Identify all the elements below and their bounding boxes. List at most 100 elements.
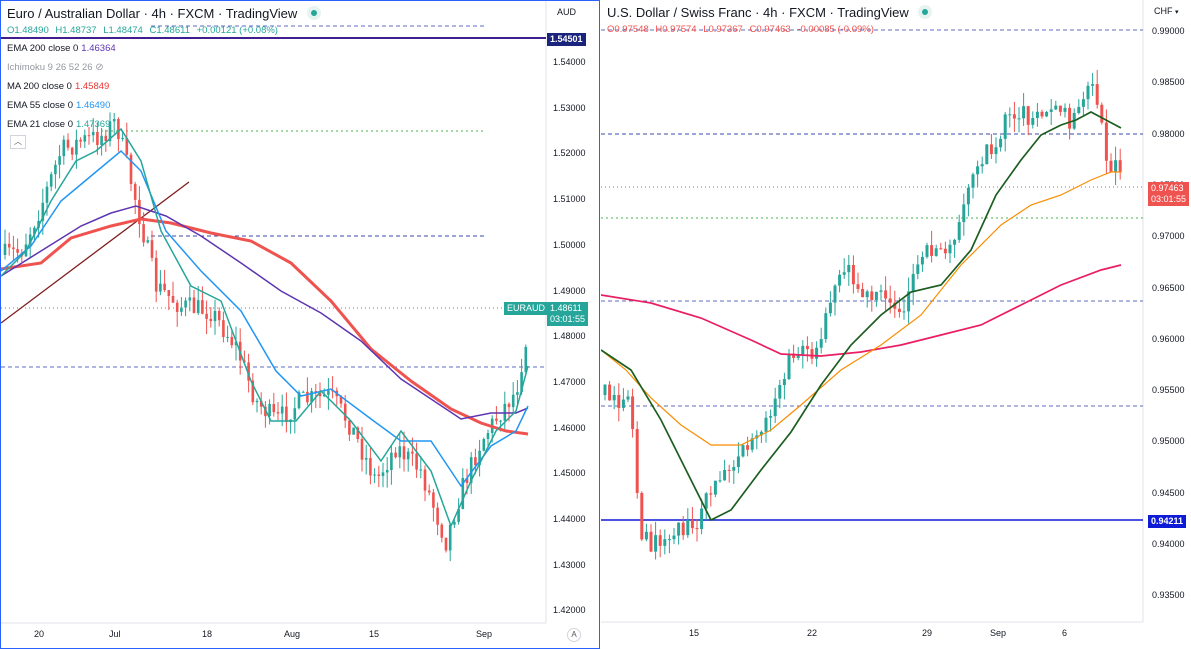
candle-body: [457, 509, 460, 522]
candle-body: [486, 433, 490, 439]
candle-body: [146, 240, 150, 243]
candle-body: [732, 466, 736, 471]
candle-body: [154, 257, 158, 292]
last-price: 0.97463: [1151, 183, 1184, 193]
candle-body: [999, 138, 1003, 148]
candle-body: [222, 320, 225, 338]
candle-body: [419, 469, 423, 471]
candle-body: [180, 307, 183, 312]
hidden-eye-icon[interactable]: ⊘: [95, 62, 104, 73]
indicator-ema21[interactable]: EMA 21 close 0 1.47369: [7, 119, 110, 130]
collapse-legend-icon[interactable]: ︿: [10, 135, 26, 149]
indicator-label: EMA 200 close 0: [7, 43, 79, 54]
candle-body: [436, 507, 439, 525]
candle-body: [306, 391, 309, 403]
y-tick: 1.48000: [553, 331, 586, 342]
candle-body: [293, 408, 297, 420]
candle-body: [495, 418, 498, 421]
candle-body: [1035, 111, 1039, 118]
x-tick: Sep: [990, 628, 1007, 638]
x-tick: Aug: [284, 629, 301, 639]
candle-body: [373, 474, 376, 476]
candle-body: [976, 166, 980, 175]
candle-body: [617, 394, 621, 408]
bar-countdown: 03:01:55: [550, 314, 586, 324]
candle-body: [234, 341, 238, 346]
bar-countdown: 03:01:55: [1151, 194, 1187, 204]
candle-body: [201, 300, 204, 314]
broker: FXCM: [177, 6, 215, 21]
market-status-icon: [306, 6, 321, 20]
candle-body: [980, 164, 984, 167]
candle-body: [406, 451, 410, 460]
indicator-ema200[interactable]: EMA 200 close 0 1.46364: [7, 43, 116, 54]
candle-body: [255, 400, 259, 403]
low-value: L0.97367: [703, 24, 743, 35]
candle-body: [608, 384, 612, 401]
usdchf-chart-panel[interactable]: U.S. Dollar / Swiss Franc · 4h · FXCM · …: [601, 0, 1191, 649]
candle-body: [764, 417, 768, 432]
y-tick: 0.95500: [1152, 385, 1185, 396]
horizontal-line-price-label: 1.54501: [547, 33, 586, 46]
candle-body: [87, 135, 91, 137]
candle-body: [962, 204, 966, 223]
y-tick: 1.54000: [553, 57, 586, 67]
y-tick: 0.96500: [1152, 282, 1185, 293]
candle-body: [1118, 160, 1122, 173]
candle-body: [104, 135, 108, 142]
indicator-ema55[interactable]: EMA 55 close 0 1.46490: [7, 100, 110, 111]
candle-body: [953, 239, 957, 245]
candle-body: [994, 147, 998, 155]
candle-body: [879, 290, 883, 292]
candle-body: [75, 139, 78, 155]
candle-body: [175, 302, 179, 312]
open-value: O1.48490: [7, 25, 49, 36]
y-tick: 1.42000: [553, 605, 586, 616]
candle-body: [83, 135, 87, 142]
candle-body: [635, 429, 639, 493]
candle-body: [815, 347, 819, 359]
horizontal-line-price-label: 0.94211: [1148, 515, 1187, 528]
candle-body: [1045, 111, 1049, 117]
auto-scale-button[interactable]: A: [567, 628, 581, 642]
candle-body: [667, 539, 671, 541]
x-tick: 15: [369, 629, 380, 639]
euraud-chart-panel[interactable]: Euro / Australian Dollar · 4h · FXCM · T…: [0, 0, 600, 649]
indicator-label: EMA 55 close 0: [7, 100, 74, 111]
candle-body: [847, 264, 851, 273]
candle-body: [819, 339, 823, 348]
candle-body: [45, 186, 49, 203]
candle-body: [851, 264, 855, 285]
candle-body: [741, 445, 745, 457]
indicator-ichimoku[interactable]: Ichimoku 9 26 52 26 ⊘: [7, 62, 104, 73]
candle-body: [971, 174, 975, 188]
candle-body: [631, 396, 635, 430]
indicator-ma200[interactable]: MA 200 close 0 1.45849: [7, 81, 109, 92]
indicator-value: 1.45849: [74, 81, 110, 92]
x-tick: 22: [807, 628, 818, 638]
candle-body: [159, 283, 162, 292]
y-tick: 0.94000: [1152, 539, 1185, 549]
currency-label[interactable]: AUD: [557, 7, 577, 17]
candle-body: [718, 480, 722, 482]
usdchf-price-chart[interactable]: [601, 0, 1191, 649]
y-tick: 1.51000: [553, 194, 586, 205]
candle-body: [966, 187, 970, 205]
high-value: H1.48737: [55, 25, 97, 36]
candle-body: [778, 385, 782, 399]
candle-body: [1026, 106, 1030, 125]
candle-body: [280, 406, 284, 414]
candle-body: [930, 245, 934, 256]
candle-body: [381, 472, 385, 476]
candle-body: [142, 224, 145, 243]
euraud-price-chart[interactable]: [1, 1, 600, 649]
currency-label[interactable]: CHF ▾: [1154, 6, 1179, 16]
timeframe: 4h: [151, 6, 166, 21]
candle-body: [465, 477, 469, 483]
y-tick: 0.98000: [1152, 128, 1185, 139]
candle-body: [167, 290, 171, 296]
y-tick: 1.46000: [553, 422, 586, 433]
candle-body: [649, 531, 653, 552]
x-tick: Sep: [476, 629, 493, 639]
candle-body: [989, 144, 993, 155]
